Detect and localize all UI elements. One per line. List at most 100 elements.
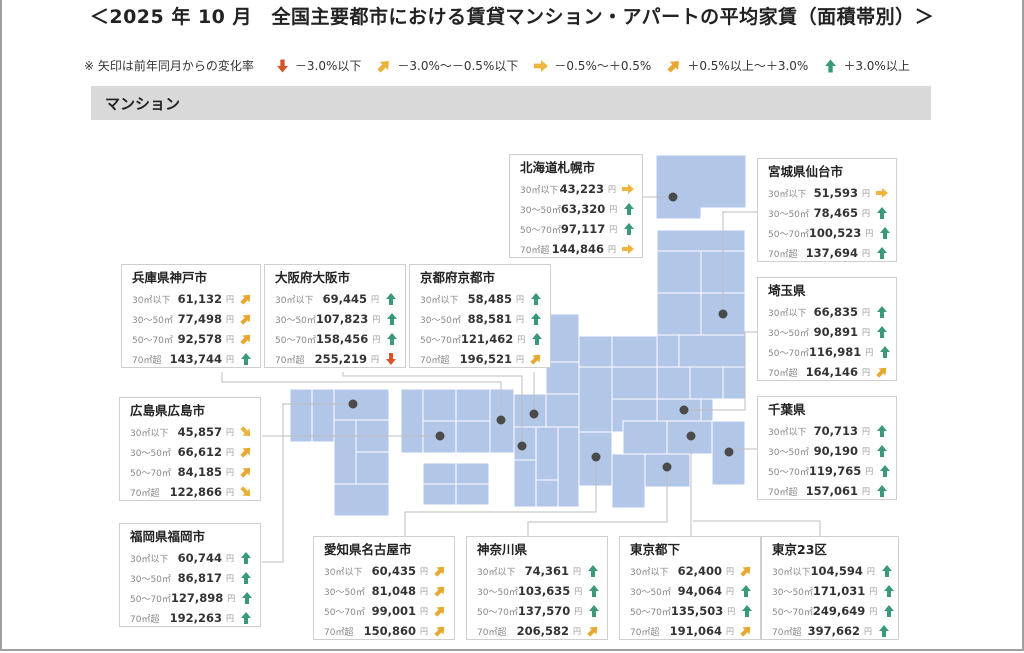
yen-unit: 円 — [517, 334, 526, 344]
section-title: マンション — [105, 95, 181, 113]
yen-unit: 円 — [609, 204, 618, 214]
area-label: 30㎡以下 — [772, 567, 811, 578]
area-label: 70㎡超 — [275, 355, 305, 366]
trend-arrow-up-right-icon — [240, 446, 252, 458]
rent-row: 30～50㎡ 107,823 円 — [275, 309, 398, 329]
trend-arrow-up-icon — [588, 605, 600, 617]
area-label: 70㎡超 — [768, 487, 798, 498]
area-label: 70㎡超 — [630, 627, 660, 638]
rent-row: 50～70㎡ 99,001 円 — [324, 601, 446, 621]
rent-value: 94,064 — [677, 584, 722, 598]
city-name: 愛知県名古屋市 — [324, 542, 412, 557]
rent-value: 255,219 — [314, 352, 367, 366]
rent-row: 30～50㎡ 86,817 円 — [130, 568, 252, 588]
trend-arrow-up-icon — [876, 326, 888, 338]
card-nagoya: 愛知県名古屋市 30㎡以下 60,435 円 30～50㎡ 81,048 円 5… — [313, 536, 455, 640]
rent-value: 74,361 — [524, 564, 569, 578]
trend-arrow-down-right-icon — [240, 426, 252, 438]
section-header-mansion: マンション — [91, 86, 931, 120]
rent-row: 30㎡以下 70,713 円 — [768, 421, 888, 441]
rent-value: 192,263 — [169, 611, 222, 625]
trend-arrow-right-icon — [622, 183, 634, 195]
yen-unit: 円 — [226, 314, 234, 324]
trend-arrow-up-icon — [741, 605, 753, 617]
rent-value: 100,523 — [808, 226, 862, 240]
trend-arrow-up-icon — [240, 552, 252, 564]
area-label: 30㎡以下 — [275, 295, 314, 306]
area-label: 30～50㎡ — [772, 587, 813, 598]
rent-row: 70㎡超 397,662 円 — [772, 621, 890, 641]
card-saitama: 埼玉県 30㎡以下 66,835 円 30～50㎡ 90,891 円 50～70… — [757, 277, 897, 381]
card-kobe: 兵庫県神戸市 30㎡以下 61,132 円 30～50㎡ 77,498 円 50… — [121, 264, 261, 368]
rent-row: 30～50㎡ 63,320 円 — [520, 199, 635, 219]
city-name: 千葉県 — [768, 402, 806, 417]
card-tokyo-shitamachi: 東京都下 30㎡以下 62,400 円 30～50㎡ 94,064 円 50～7… — [619, 536, 761, 640]
area-label: 70㎡超 — [768, 368, 798, 379]
rent-row: 30～50㎡ 81,048 円 — [324, 581, 446, 601]
card-kyoto: 京都府京都市 30㎡以下 58,485 円 30～50㎡ 88,581 円 50… — [409, 264, 551, 368]
dot-saitama — [679, 405, 689, 415]
trend-arrow-up-right-icon — [434, 625, 446, 637]
area-label: 30～50㎡ — [130, 448, 171, 459]
rent-row: 50～70㎡ 84,185 円 — [130, 462, 252, 482]
rent-row: 50～70㎡ 97,117 円 — [520, 219, 635, 239]
yen-unit: 円 — [573, 626, 581, 636]
rent-row: 30㎡以下 60,744 円 — [130, 548, 252, 568]
rent-value: 103,635 — [517, 584, 571, 598]
legend-item-right: －0.5%～＋0.5% — [534, 57, 651, 74]
map-tile-hokkaido — [655, 154, 747, 220]
rent-value: 60,744 — [177, 551, 222, 565]
rent-value: 144,846 — [551, 242, 604, 256]
area-label: 30～50㎡ — [477, 587, 518, 598]
card-fukuoka: 福岡県福岡市 30㎡以下 60,744 円 30～50㎡ 86,817 円 50… — [119, 523, 261, 627]
area-label: 70㎡超 — [324, 627, 354, 638]
rent-row: 70㎡超 144,846 円 — [520, 239, 634, 259]
city-name: 京都府京都市 — [420, 270, 496, 285]
rent-row: 30～50㎡ 78,465 円 — [768, 203, 888, 223]
yen-unit: 円 — [862, 188, 870, 198]
yen-unit: 円 — [226, 447, 234, 457]
area-label: 70㎡超 — [772, 627, 802, 638]
rent-value: 45,857 — [177, 425, 222, 439]
rent-row: 30～50㎡ 66,612 円 — [130, 442, 252, 462]
area-label: 30～50㎡ — [420, 315, 461, 326]
trend-arrow-up-icon — [740, 585, 752, 597]
trend-arrow-up-icon — [530, 293, 542, 305]
trend-arrow-right-icon — [876, 187, 888, 199]
yen-unit: 円 — [865, 228, 874, 238]
rent-row: 30～50㎡ 171,031 円 — [772, 581, 895, 601]
rent-row: 70㎡超 150,860 円 — [324, 621, 446, 641]
city-name: 福岡県福岡市 — [130, 529, 206, 544]
rent-value: 104,594 — [810, 564, 863, 578]
rent-value: 84,185 — [177, 465, 222, 479]
card-kanagawa: 神奈川県 30㎡以下 74,361 円 30～50㎡ 103,635 円 50～… — [466, 536, 608, 640]
trend-arrow-up-icon — [876, 425, 888, 437]
yen-unit: 円 — [862, 446, 870, 456]
yen-unit: 円 — [726, 586, 734, 596]
rent-value: 171,031 — [812, 584, 866, 598]
rent-value: 66,835 — [813, 305, 858, 319]
trend-arrow-up-icon — [876, 306, 888, 318]
yen-unit: 円 — [573, 566, 581, 576]
legend: ※ 矢印は前年同月からの変化率 －3.0%以下 －3.0%～－0.5%以下 －0… — [84, 57, 926, 74]
rent-value: 62,400 — [677, 564, 722, 578]
rent-row: 50～70㎡ 137,570 円 — [477, 601, 600, 621]
card-hiroshima: 広島県広島市 30㎡以下 45,857 円 30～50㎡ 66,612 円 50… — [119, 397, 261, 501]
rent-value: 81,048 — [371, 584, 416, 598]
trend-arrow-down-icon — [385, 353, 397, 365]
area-label: 70㎡超 — [477, 627, 507, 638]
yen-unit: 円 — [864, 626, 872, 636]
rent-row: 50～70㎡ 100,523 円 — [768, 223, 891, 243]
area-label: 30～50㎡ — [132, 315, 173, 326]
rent-value: 397,662 — [807, 624, 860, 638]
arrow-down-right-icon — [377, 60, 390, 73]
yen-unit: 円 — [608, 244, 616, 254]
trend-arrow-up-right-icon — [240, 333, 252, 345]
rent-value: 191,064 — [669, 624, 722, 638]
rent-value: 78,465 — [813, 206, 858, 220]
yen-unit: 円 — [226, 553, 234, 563]
area-label: 50～70㎡ — [420, 335, 461, 346]
trend-arrow-up-icon — [587, 565, 599, 577]
area-label: 30～50㎡ — [768, 447, 809, 458]
